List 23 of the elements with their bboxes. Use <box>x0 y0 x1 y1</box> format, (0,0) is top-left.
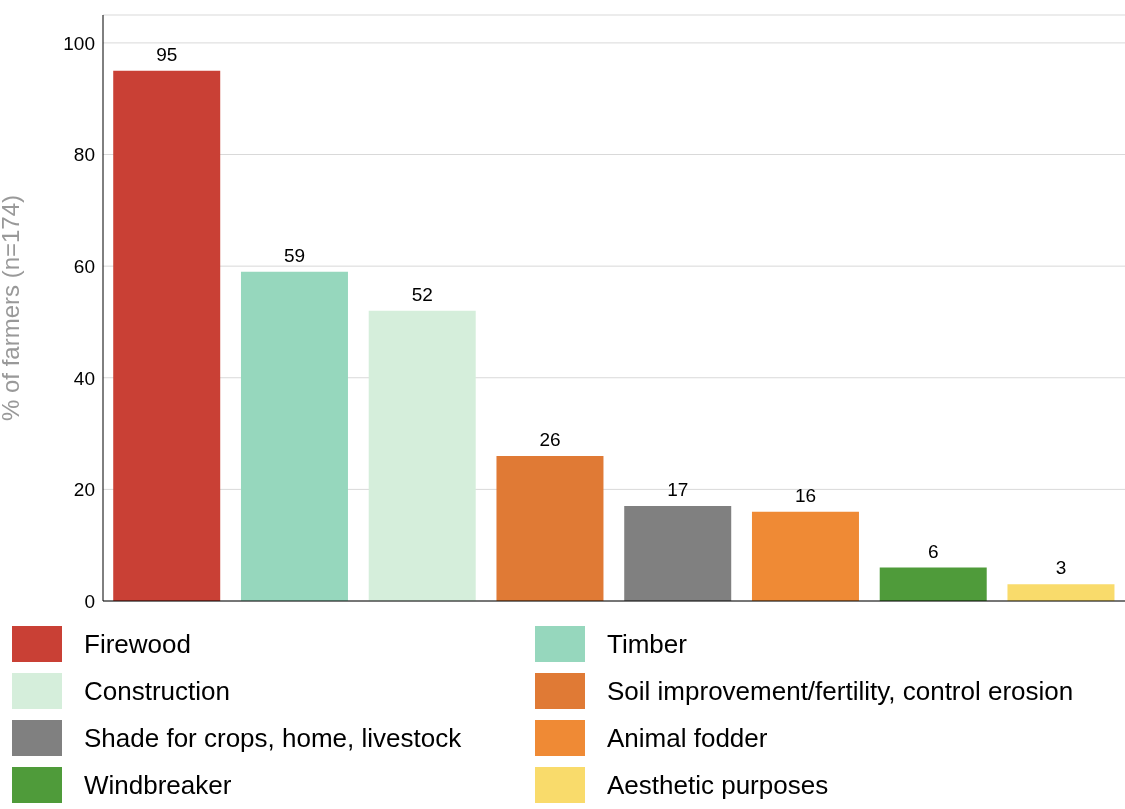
data-label: 16 <box>794 484 817 506</box>
legend-label: Soil improvement/fertility, control erosion <box>607 675 1074 707</box>
data-label: 59 <box>283 244 306 266</box>
y-tick-label: 100 <box>63 32 95 54</box>
y-tick-label: 60 <box>73 255 95 277</box>
legend-label: Firewood <box>84 628 191 660</box>
data-label: 95 <box>156 43 178 65</box>
data-label: 3 <box>1055 557 1067 579</box>
data-label: 26 <box>539 428 561 450</box>
y-tick-label: 20 <box>73 479 95 501</box>
legend-label: Shade for crops, home, livestock <box>84 722 462 754</box>
y-tick-label: 40 <box>73 367 95 389</box>
data-label: 6 <box>927 540 939 562</box>
legend-label: Timber <box>607 628 687 660</box>
y-tick-label: 80 <box>73 144 95 166</box>
y-tick-label: 0 <box>84 590 95 612</box>
data-label: 17 <box>667 479 689 501</box>
legend-label: Aesthetic purposes <box>607 769 829 801</box>
legend-label: Construction <box>84 675 230 707</box>
legend-label: Animal fodder <box>607 722 768 754</box>
legend-label: Windbreaker <box>84 769 232 801</box>
data-label: 52 <box>411 283 433 305</box>
y-axis-title: % of farmers (n=174) <box>0 194 24 422</box>
